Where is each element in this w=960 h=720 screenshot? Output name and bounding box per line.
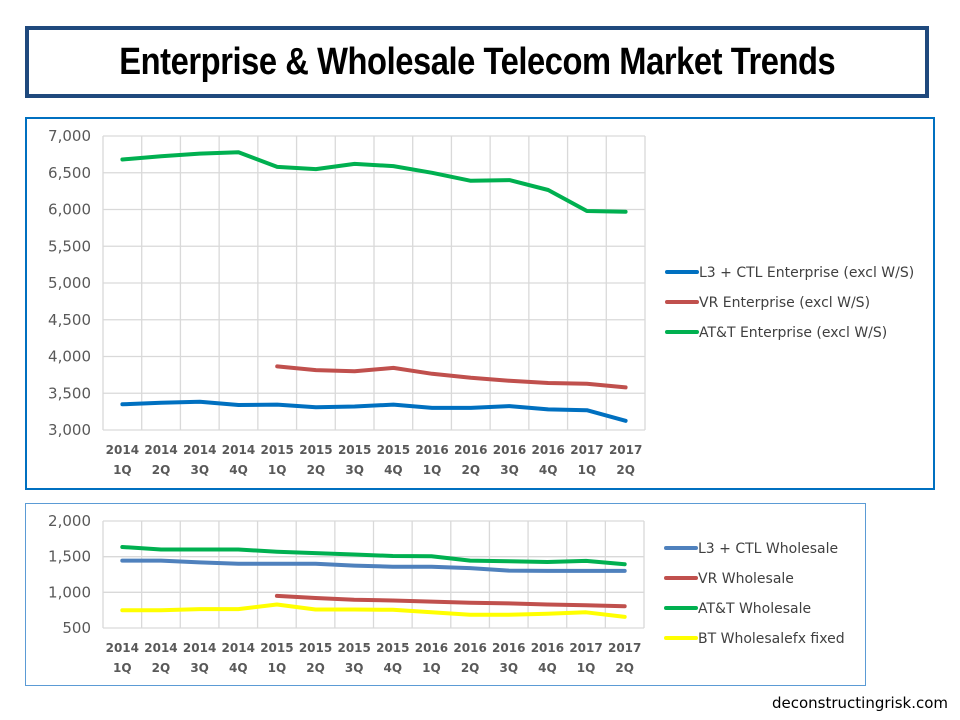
- series-line-0: [120, 399, 628, 423]
- x-tick-label: 2016 3Q: [492, 641, 525, 675]
- x-tick-label: 2017 1Q: [570, 443, 603, 477]
- x-tick-label: 2015 3Q: [337, 641, 370, 675]
- y-tick-label: 3,500: [48, 384, 91, 402]
- watermark: deconstructingrisk.com: [771, 694, 948, 712]
- x-tick-label: 2014 3Q: [183, 641, 216, 675]
- y-tick-label: 1,500: [48, 548, 91, 566]
- x-tick-label: 2016 3Q: [493, 443, 526, 477]
- x-tick-label: 2016 4Q: [532, 443, 565, 477]
- x-tick-label: 2016 1Q: [415, 443, 448, 477]
- series-line-1: [275, 364, 628, 390]
- series-line-0: [120, 558, 627, 573]
- x-tick-label: 2017 1Q: [569, 641, 602, 675]
- y-tick-label: 1,000: [48, 583, 91, 601]
- title-box: Enterprise & Wholesale Telecom Market Tr…: [25, 26, 929, 98]
- x-tick-label: 2015 2Q: [299, 443, 332, 477]
- page-title: Enterprise & Wholesale Telecom Market Tr…: [118, 40, 836, 83]
- series-line-2: [120, 545, 627, 567]
- y-tick-label: 5,500: [48, 237, 91, 255]
- x-tick-label: 2014 4Q: [222, 443, 255, 477]
- legend-label: VR Enterprise (excl W/S): [699, 295, 870, 311]
- x-tick-label: 2014 4Q: [222, 641, 255, 675]
- x-tick-label: 2015 4Q: [376, 641, 409, 675]
- x-tick-label: 2015 2Q: [299, 641, 332, 675]
- x-tick-label: 2015 1Q: [260, 641, 293, 675]
- y-tick-label: 6,000: [48, 201, 91, 219]
- y-tick-label: 6,500: [48, 164, 91, 182]
- legend-label: AT&T Enterprise (excl W/S): [699, 325, 887, 341]
- y-tick-label: 4,000: [48, 348, 91, 366]
- legend-label: L3 + CTL Enterprise (excl W/S): [699, 265, 914, 281]
- y-tick-label: 7,000: [48, 127, 91, 145]
- x-tick-label: 2017 2Q: [609, 443, 642, 477]
- enterprise-chart-frame: 3,000 3,500 4,000 4,500 5,000 5,500 6,000 6,500…: [25, 117, 935, 490]
- x-tick-label: 2014 1Q: [106, 641, 139, 675]
- y-tick-label: 4,500: [48, 311, 91, 329]
- x-tick-label: 2015 1Q: [261, 443, 294, 477]
- x-tick-label: 2014 3Q: [183, 443, 216, 477]
- x-tick-label: 2016 1Q: [415, 641, 448, 675]
- y-tick-label: 2,000: [48, 512, 91, 530]
- enterprise-chart: 3,000 3,500 4,000 4,500 5,000 5,500 6,000 6,500…: [48, 127, 914, 477]
- legend-label: L3 + CTL Wholesale: [698, 541, 838, 557]
- series-line-2: [120, 150, 628, 214]
- x-tick-label: 2014 1Q: [106, 443, 139, 477]
- wholesale-chart-frame: 500 1,000 1,500 2,000 2014 1Q 2014 2Q 2014 3Q 2014…: [25, 503, 866, 686]
- series-line-3: [120, 602, 627, 619]
- y-tick-label: 3,000: [48, 421, 91, 439]
- x-tick-label: 2016 4Q: [531, 641, 564, 675]
- y-tick-label: 500: [62, 619, 91, 637]
- legend-label: AT&T Wholesale: [698, 601, 811, 617]
- x-tick-label: 2015 4Q: [377, 443, 410, 477]
- x-tick-label: 2017 2Q: [608, 641, 641, 675]
- y-tick-label: 5,000: [48, 274, 91, 292]
- x-tick-label: 2016 2Q: [453, 641, 486, 675]
- legend-label: BT Wholesalefx fixed: [698, 631, 845, 647]
- x-tick-label: 2014 2Q: [144, 641, 177, 675]
- legend-label: VR Wholesale: [698, 571, 794, 587]
- series-line-1: [274, 593, 627, 609]
- x-tick-label: 2016 2Q: [454, 443, 487, 477]
- x-tick-label: 2014 2Q: [144, 443, 177, 477]
- x-tick-label: 2015 3Q: [338, 443, 371, 477]
